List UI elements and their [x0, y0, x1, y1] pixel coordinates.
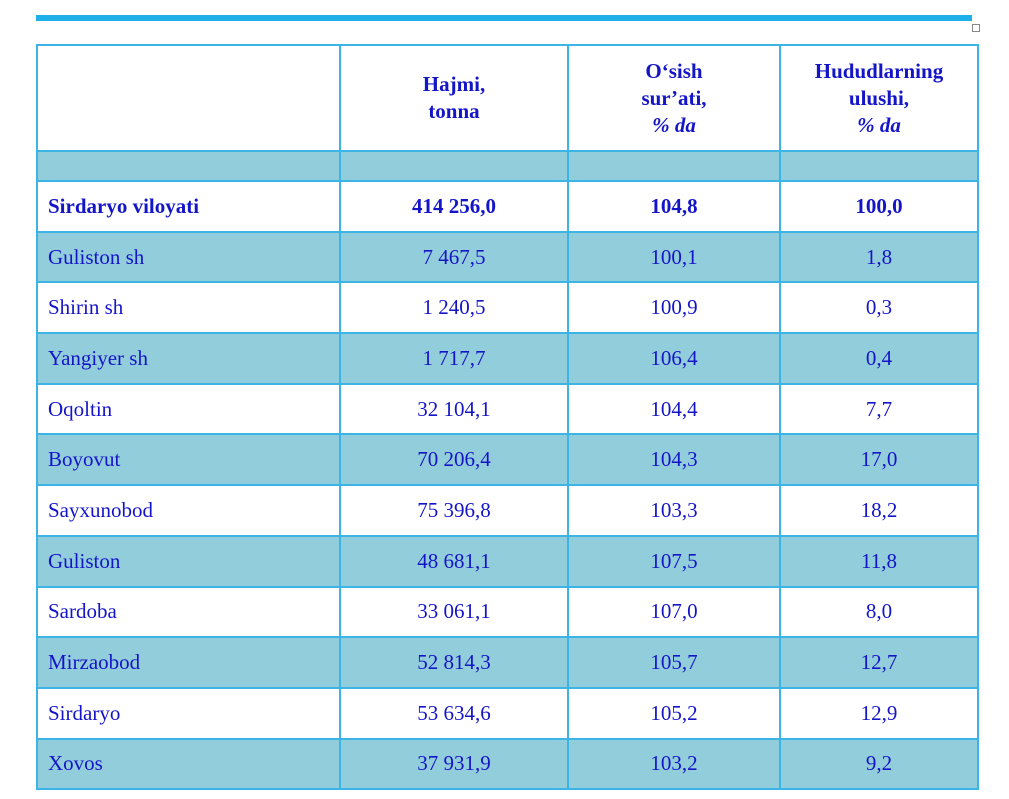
value-cell: 414 256,0 [339, 180, 569, 233]
table-row: Mirzaobod 52 814,3 105,7 12,7 [36, 636, 979, 689]
value-cell: 1,8 [779, 230, 979, 284]
value-cell: 0,3 [779, 281, 979, 335]
value-cell: 107,0 [567, 585, 781, 639]
value-cell: 106,4 [567, 332, 781, 385]
value-cell: 100,0 [779, 180, 979, 233]
header-line: % da [857, 112, 901, 137]
table-row: Guliston 48 681,1 107,5 11,8 [36, 534, 979, 588]
table-row: Yangiyer sh 1 717,7 106,4 0,4 [36, 332, 979, 385]
value-cell: 12,7 [779, 636, 979, 689]
table-row: Sardoba 33 061,1 107,0 8,0 [36, 585, 979, 639]
region-cell: Mirzaobod [36, 636, 341, 689]
region-cell: Guliston [36, 534, 341, 588]
header-cell: Hajmi, tonna [339, 44, 569, 152]
value-cell: 48 681,1 [339, 534, 569, 588]
value-cell: 103,3 [567, 484, 781, 537]
table-row: Sayxunobod 75 396,8 103,3 18,2 [36, 484, 979, 537]
value-cell: 18,2 [779, 484, 979, 537]
value-cell: 103,2 [567, 737, 781, 791]
table-row: Oqoltin 32 104,1 104,4 7,7 [36, 382, 979, 436]
value-cell: 75 396,8 [339, 484, 569, 537]
value-cell: 107,5 [567, 534, 781, 588]
region-cell: Sirdaryo [36, 686, 341, 740]
table-row: Guliston sh 7 467,5 100,1 1,8 [36, 230, 979, 284]
region-cell: Guliston sh [36, 230, 341, 284]
value-cell: 105,7 [567, 636, 781, 689]
value-cell: 11,8 [779, 534, 979, 588]
total-row: Sirdaryo viloyati 414 256,0 104,8 100,0 [36, 180, 979, 233]
header-cell: Hududlarning ulushi,% da [779, 44, 979, 152]
header-line: Hajmi, [422, 72, 486, 96]
data-table: Hajmi, tonna O‘sish sur’ati,% da Hududlarn… [36, 44, 979, 791]
region-cell: Shirin sh [36, 281, 341, 335]
value-cell: 52 814,3 [339, 636, 569, 689]
value-cell: 9,2 [779, 737, 979, 791]
value-cell: 0,4 [779, 332, 979, 385]
value-cell: 37 931,9 [339, 737, 569, 791]
top-rule [36, 15, 972, 21]
value-cell: 53 634,6 [339, 686, 569, 740]
value-cell: 105,2 [567, 686, 781, 740]
value-cell: 7 467,5 [339, 230, 569, 284]
value-cell: 8,0 [779, 585, 979, 639]
region-cell: Xovos [36, 737, 341, 791]
value-cell: 100,1 [567, 230, 781, 284]
region-cell: Boyovut [36, 433, 341, 487]
region-cell: Yangiyer sh [36, 332, 341, 385]
value-cell: 104,8 [567, 180, 781, 233]
region-cell: Oqoltin [36, 382, 341, 436]
value-cell: 70 206,4 [339, 433, 569, 487]
value-cell: 17,0 [779, 433, 979, 487]
header-line: O‘sish [645, 58, 703, 83]
spacer-row [36, 150, 979, 182]
table-row: Boyovut 70 206,4 104,3 17,0 [36, 433, 979, 487]
header-line: tonna [428, 99, 480, 123]
header-line: % da [652, 112, 696, 137]
header-line: ulushi, [848, 85, 910, 110]
header-cell: O‘sish sur’ati,% da [567, 44, 781, 152]
header-line: sur’ati, [641, 85, 707, 110]
value-cell: 100,9 [567, 281, 781, 335]
value-cell: 33 061,1 [339, 585, 569, 639]
header-cell [36, 44, 341, 152]
region-cell: Sayxunobod [36, 484, 341, 537]
value-cell: 1 240,5 [339, 281, 569, 335]
header-row: Hajmi, tonna O‘sish sur’ati,% da Hududlarn… [36, 44, 979, 152]
value-cell: 12,9 [779, 686, 979, 740]
resize-handle [972, 24, 980, 32]
header-line: Hududlarning [814, 58, 944, 83]
value-cell: 104,4 [567, 382, 781, 436]
value-cell: 104,3 [567, 433, 781, 487]
region-cell: Sardoba [36, 585, 341, 639]
table-row: Shirin sh 1 240,5 100,9 0,3 [36, 281, 979, 335]
value-cell: 7,7 [779, 382, 979, 436]
table-row: Sirdaryo 53 634,6 105,2 12,9 [36, 686, 979, 740]
value-cell: 32 104,1 [339, 382, 569, 436]
value-cell: 1 717,7 [339, 332, 569, 385]
region-cell: Sirdaryo viloyati [36, 180, 341, 233]
table-row: Xovos 37 931,9 103,2 9,2 [36, 737, 979, 791]
